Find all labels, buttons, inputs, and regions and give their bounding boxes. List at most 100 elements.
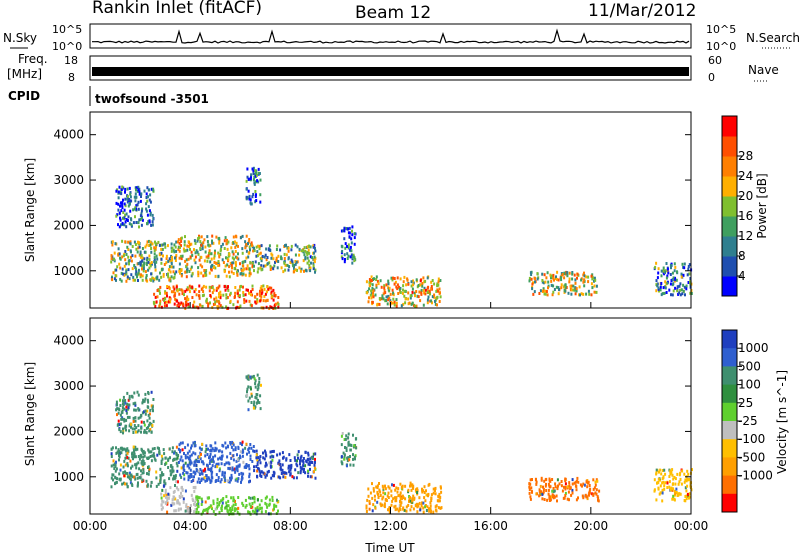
data-cell [387,496,390,499]
data-cell [153,454,156,458]
data-cell [259,299,262,303]
data-cell [248,467,251,471]
data-cell [245,288,248,292]
data-cell [164,491,167,495]
data-cell [171,501,174,505]
data-cell [346,245,348,248]
data-cell [394,504,397,508]
data-cell [567,490,570,494]
data-cell [592,487,595,491]
data-cell [142,449,145,453]
data-cell [161,506,164,510]
data-cell [231,256,234,260]
data-cell [229,451,232,455]
data-cell [686,484,689,488]
data-cell [197,237,200,241]
data-cell [173,294,176,298]
data-cell [143,430,146,434]
data-cell [418,501,421,505]
data-cell [185,303,188,307]
data-cell [262,299,265,303]
data-cell [660,472,663,476]
data-cell [583,494,586,498]
data-cell [438,287,441,291]
data-cell [249,198,252,202]
data-cell [214,507,217,511]
data-cell [168,447,171,451]
data-cell [388,296,391,300]
data-cell [225,305,228,309]
data-cell [371,509,374,513]
data-cell [211,291,214,295]
data-cell [147,465,150,469]
data-cell [575,287,578,291]
data-cell [688,263,691,267]
data-cell [312,245,315,249]
data-cell [426,298,429,302]
data-cell [305,459,308,463]
data-cell [121,185,124,189]
data-cell [175,285,178,289]
data-cell [116,423,119,427]
data-cell [206,463,208,467]
nave-tick-bottom: 0 [708,71,715,84]
data-cell [552,276,555,280]
data-cell [538,488,541,492]
data-cell [308,244,310,248]
data-cell [198,473,201,476]
data-cell [213,254,216,258]
data-cell [382,495,385,499]
data-cell [162,473,165,477]
data-cell [422,276,425,280]
data-cell [542,487,545,491]
data-cell [661,469,664,472]
data-cell [148,262,151,266]
data-cell [223,247,226,250]
data-cell [255,180,257,184]
data-cell [193,463,196,467]
data-cell [162,272,165,276]
data-cell [312,264,315,268]
data-cell [143,451,146,455]
data-cell [219,293,222,297]
data-cell [219,304,222,308]
data-cell [249,454,252,458]
data-cell [241,476,244,480]
data-cell [239,272,242,276]
data-cell [300,454,303,458]
data-cell [209,444,212,448]
data-cell [365,506,368,510]
data-cell [181,254,184,258]
data-cell [115,268,118,272]
data-cell [528,279,531,283]
data-cell [180,244,182,248]
data-cell [204,500,207,504]
data-cell [244,273,247,277]
data-cell [259,471,262,475]
data-cell [119,413,122,417]
data-cell [247,288,249,292]
data-cell [354,457,356,461]
data-cell [241,251,244,255]
data-cell [409,481,412,485]
data-cell [570,284,573,288]
data-cell [242,264,245,268]
data-cell [248,245,251,249]
data-cell [574,484,577,488]
data-cell [242,460,245,464]
data-cell [220,506,223,510]
data-cell [232,448,235,452]
data-cell [379,494,382,497]
data-cell [156,295,159,299]
data-cell [196,239,199,243]
data-cell [593,284,596,288]
data-cell [422,289,425,293]
data-cell [154,242,157,246]
colorbar-tick-label: 16 [738,209,753,223]
data-cell [528,491,531,495]
data-cell [183,249,186,253]
data-cell [133,449,135,453]
data-cell [280,255,283,259]
data-cell [211,464,214,468]
data-cell [228,508,231,512]
